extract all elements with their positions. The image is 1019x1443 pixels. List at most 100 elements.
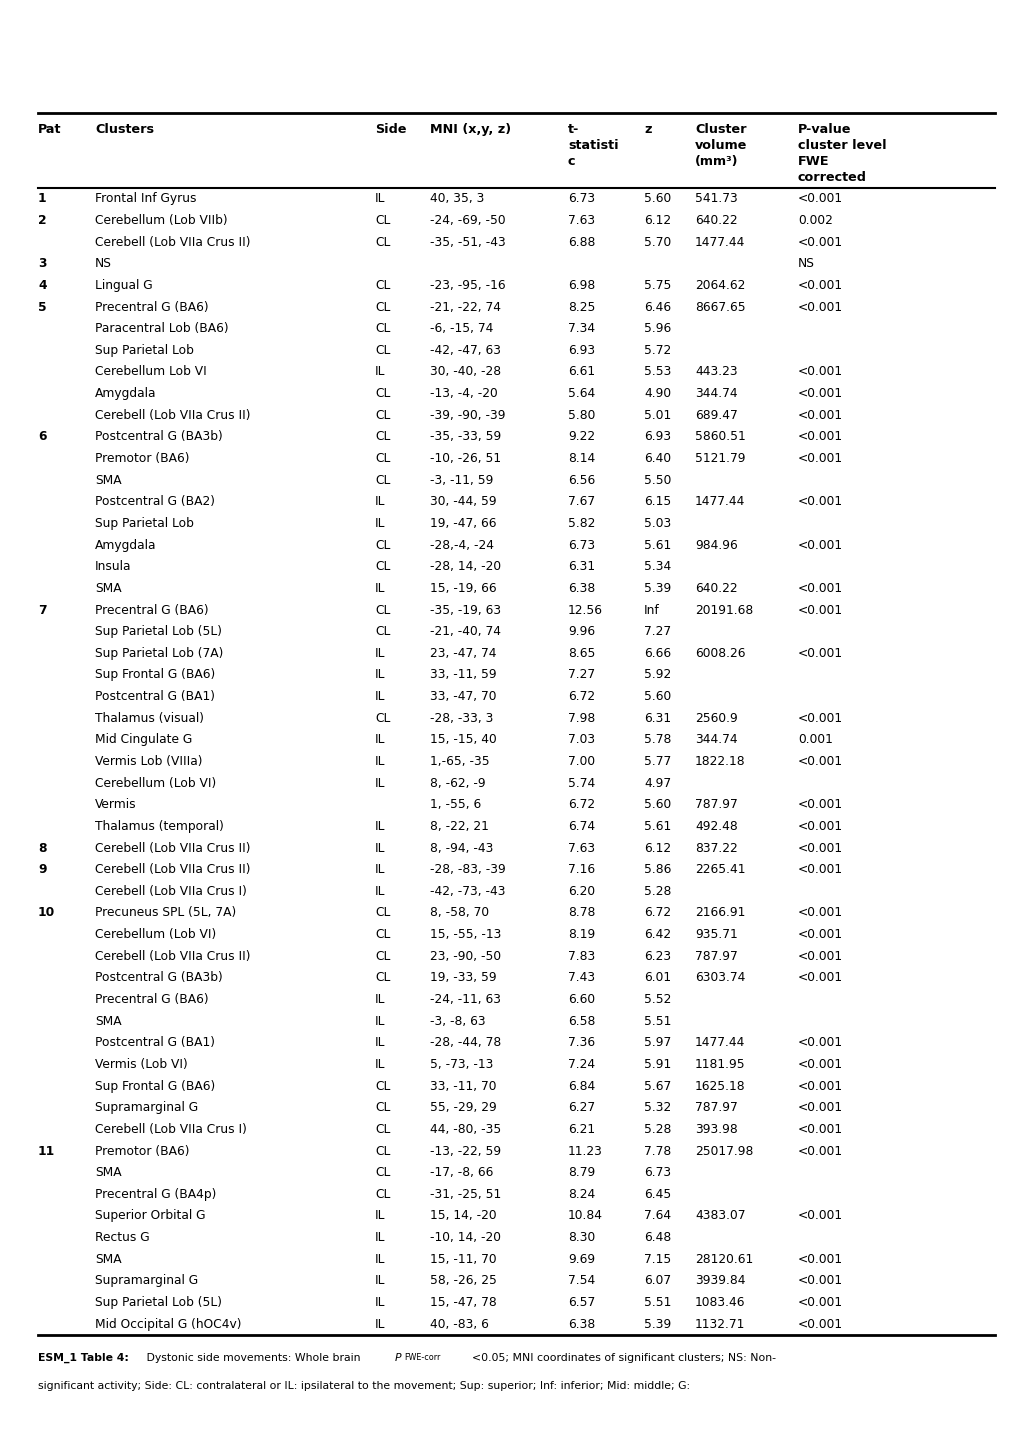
Text: -3, -11, 59: -3, -11, 59 [430,473,493,486]
Text: Vermis: Vermis [95,798,137,811]
Text: -35, -19, 63: -35, -19, 63 [430,603,500,616]
Text: 28120.61: 28120.61 [694,1253,752,1266]
Text: 7.16: 7.16 [568,863,594,876]
Text: 58, -26, 25: 58, -26, 25 [430,1274,496,1287]
Text: 6.88: 6.88 [568,235,595,248]
Text: 8.65: 8.65 [568,646,595,659]
Text: <0.001: <0.001 [797,841,843,854]
Text: Precentral G (BA6): Precentral G (BA6) [95,300,209,313]
Text: 55, -29, 29: 55, -29, 29 [430,1101,496,1114]
Text: CL: CL [375,1188,390,1201]
Text: 6.98: 6.98 [568,278,595,291]
Text: -42, -47, 63: -42, -47, 63 [430,343,500,356]
Text: 5.67: 5.67 [643,1079,671,1092]
Text: 9.22: 9.22 [568,430,594,443]
Text: Side: Side [375,123,407,136]
Text: 8, -22, 21: 8, -22, 21 [430,820,488,833]
Text: 1, -55, 6: 1, -55, 6 [430,798,481,811]
Text: <0.001: <0.001 [797,1123,843,1136]
Text: <0.001: <0.001 [797,387,843,400]
Text: 10.84: 10.84 [568,1209,602,1222]
Text: Postcentral G (BA1): Postcentral G (BA1) [95,690,215,703]
Text: 6.72: 6.72 [568,690,594,703]
Text: -28, 14, -20: -28, 14, -20 [430,560,500,573]
Text: IL: IL [375,646,385,659]
Text: CL: CL [375,949,390,962]
Text: Vermis Lob (VIIIa): Vermis Lob (VIIIa) [95,755,203,768]
Text: CL: CL [375,408,390,421]
Text: 7: 7 [38,603,47,616]
Text: 5, -73, -13: 5, -73, -13 [430,1058,493,1071]
Text: 5.61: 5.61 [643,820,671,833]
Text: 2265.41: 2265.41 [694,863,745,876]
Text: CL: CL [375,1101,390,1114]
Text: CL: CL [375,473,390,486]
Text: 6.40: 6.40 [643,452,671,465]
Text: IL: IL [375,885,385,898]
Text: 5860.51: 5860.51 [694,430,745,443]
Text: P: P [394,1354,401,1364]
Text: 6.45: 6.45 [643,1188,671,1201]
Text: 4383.07: 4383.07 [694,1209,745,1222]
Text: 5.60: 5.60 [643,192,671,205]
Text: CL: CL [375,711,390,724]
Text: 19, -33, 59: 19, -33, 59 [430,971,496,984]
Text: Sup Parietal Lob (5L): Sup Parietal Lob (5L) [95,1296,222,1309]
Text: <0.001: <0.001 [797,1144,843,1157]
Text: 5.64: 5.64 [568,387,595,400]
Text: 5.28: 5.28 [643,885,671,898]
Text: 8.30: 8.30 [568,1231,595,1244]
Text: 393.98: 393.98 [694,1123,737,1136]
Text: 6.57: 6.57 [568,1296,595,1309]
Text: <0.001: <0.001 [797,863,843,876]
Text: 837.22: 837.22 [694,841,737,854]
Text: IL: IL [375,863,385,876]
Text: 689.47: 689.47 [694,408,737,421]
Text: 7.27: 7.27 [568,668,594,681]
Text: CL: CL [375,430,390,443]
Text: 5.51: 5.51 [643,1014,671,1027]
Text: 3939.84: 3939.84 [694,1274,745,1287]
Text: Cerebellum (Lob VI): Cerebellum (Lob VI) [95,776,216,789]
Text: 6.38: 6.38 [568,1317,595,1330]
Text: 6.46: 6.46 [643,300,671,313]
Text: <0.001: <0.001 [797,192,843,205]
Text: 3: 3 [38,257,47,270]
Text: <0.001: <0.001 [797,711,843,724]
Text: Thalamus (temporal): Thalamus (temporal) [95,820,223,833]
Text: 6.27: 6.27 [568,1101,594,1114]
Text: Dystonic side movements: Whole brain: Dystonic side movements: Whole brain [143,1354,364,1364]
Text: -31, -25, 51: -31, -25, 51 [430,1188,500,1201]
Text: 5.60: 5.60 [643,690,671,703]
Text: Mid Cingulate G: Mid Cingulate G [95,733,192,746]
Text: Postcentral G (BA1): Postcentral G (BA1) [95,1036,215,1049]
Text: IL: IL [375,668,385,681]
Text: CL: CL [375,1166,390,1179]
Text: IL: IL [375,993,385,1006]
Text: 5.53: 5.53 [643,365,671,378]
Text: Vermis (Lob VI): Vermis (Lob VI) [95,1058,187,1071]
Text: 6.66: 6.66 [643,646,671,659]
Text: IL: IL [375,1253,385,1266]
Text: <0.001: <0.001 [797,971,843,984]
Text: 0.002: 0.002 [797,214,833,227]
Text: Paracentral Lob (BA6): Paracentral Lob (BA6) [95,322,228,335]
Text: Cerebell (Lob VIIa Crus I): Cerebell (Lob VIIa Crus I) [95,885,247,898]
Text: MNI (x,y, z): MNI (x,y, z) [430,123,511,136]
Text: 2: 2 [38,214,47,227]
Text: CL: CL [375,1123,390,1136]
Text: -3, -8, 63: -3, -8, 63 [430,1014,485,1027]
Text: 6.07: 6.07 [643,1274,671,1287]
Text: -13, -22, 59: -13, -22, 59 [430,1144,500,1157]
Text: 8.14: 8.14 [568,452,595,465]
Text: -6, -15, 74: -6, -15, 74 [430,322,493,335]
Text: 7.78: 7.78 [643,1144,671,1157]
Text: 1477.44: 1477.44 [694,1036,745,1049]
Text: IL: IL [375,690,385,703]
Text: -35, -51, -43: -35, -51, -43 [430,235,505,248]
Text: <0.001: <0.001 [797,582,843,595]
Text: 6008.26: 6008.26 [694,646,745,659]
Text: 12.56: 12.56 [568,603,602,616]
Text: Pat: Pat [38,123,61,136]
Text: 4: 4 [38,278,47,291]
